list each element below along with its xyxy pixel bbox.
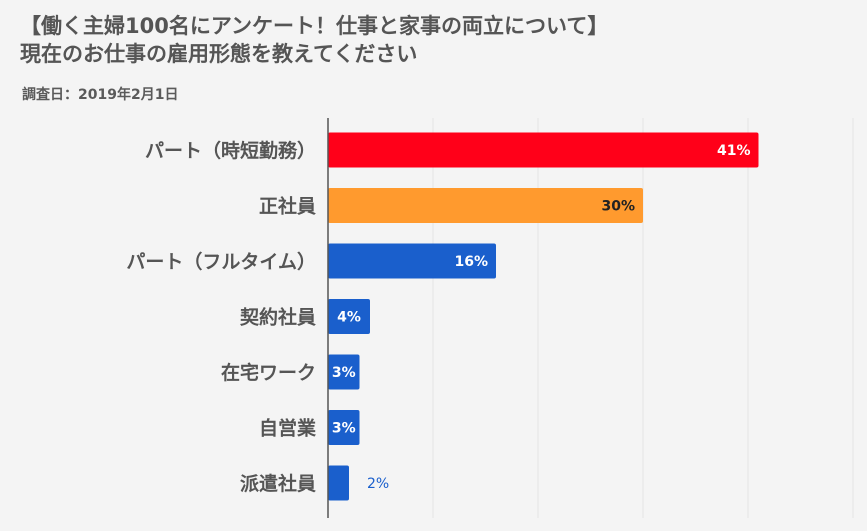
bar — [328, 132, 759, 168]
bar — [328, 354, 360, 390]
category-label: 在宅ワーク — [221, 361, 316, 384]
category-label: パート（フルタイム） — [126, 250, 316, 273]
chart-title: 【働く主婦100名にアンケート！仕事と家事の両立について】 現在のお仕事の雇用形… — [20, 12, 608, 68]
data-label: 4% — [337, 310, 361, 326]
data-label: 2% — [367, 476, 389, 492]
data-label: 30% — [601, 199, 635, 215]
bar — [328, 410, 360, 445]
bar — [328, 465, 349, 501]
bar — [328, 188, 643, 223]
chart-title-line-2: 現在のお仕事の雇用形態を教えてください — [20, 42, 418, 66]
bar — [328, 243, 496, 279]
data-label: 3% — [332, 365, 356, 381]
bar — [328, 299, 370, 334]
category-label: 派遣社員 — [240, 472, 316, 495]
survey-date: 調査日：2019年2月1日 — [22, 87, 179, 103]
data-label: 41% — [717, 143, 751, 159]
category-label: 自営業 — [259, 417, 317, 440]
chart-title-line-1: 【働く主婦100名にアンケート！仕事と家事の両立について】 — [20, 14, 609, 38]
category-label: 契約社員 — [239, 306, 316, 329]
data-label: 3% — [332, 421, 356, 437]
data-label: 16% — [454, 254, 488, 270]
category-label: パート（時短勤務） — [145, 139, 316, 162]
category-label: 正社員 — [259, 195, 316, 218]
